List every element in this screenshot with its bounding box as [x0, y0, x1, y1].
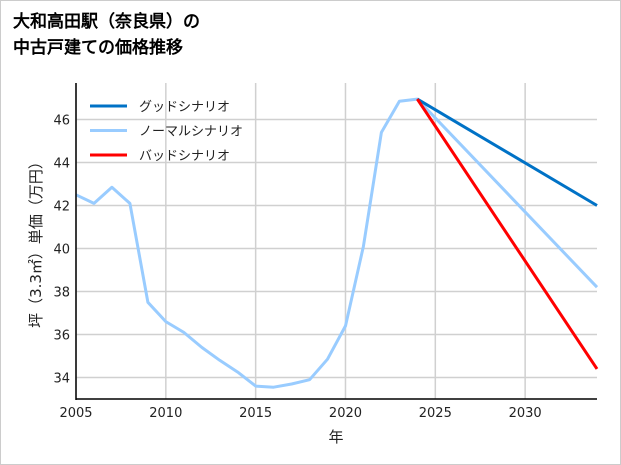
chart-title: 大和高田駅（奈良県）の 中古戸建ての価格推移	[13, 9, 200, 61]
x-tick-label: 2005	[59, 406, 92, 421]
chart-title-line-2: 中古戸建ての価格推移	[13, 38, 183, 58]
x-tick-label: 2015	[239, 406, 272, 421]
series-line-0	[416, 97, 598, 207]
y-tick-label: 44	[53, 157, 70, 172]
x-tick-label: 2010	[149, 406, 182, 421]
y-tick-label: 46	[53, 114, 70, 129]
y-tick-label: 40	[53, 243, 70, 258]
y-tick-label: 36	[53, 329, 70, 344]
x-tick-label: 2030	[509, 406, 542, 421]
legend-label-2: バッドシナリオ	[139, 149, 230, 164]
chart-title-line-1: 大和高田駅（奈良県）の	[13, 12, 200, 32]
y-tick-label: 42	[53, 200, 70, 215]
x-tick-label: 2020	[329, 406, 362, 421]
series-line-1	[75, 97, 599, 389]
x-tick-label: 2025	[419, 406, 452, 421]
legend-label-0: グッドシナリオ	[139, 100, 230, 115]
legend-label-1: ノーマルシナリオ	[139, 125, 243, 140]
series-line-2	[416, 98, 599, 370]
x-axis-label: 年	[328, 428, 343, 446]
y-axis-label: 坪（3.3㎡）単価（万円）	[27, 154, 45, 328]
y-tick-label: 38	[53, 286, 70, 301]
y-tick-label: 34	[53, 372, 70, 387]
